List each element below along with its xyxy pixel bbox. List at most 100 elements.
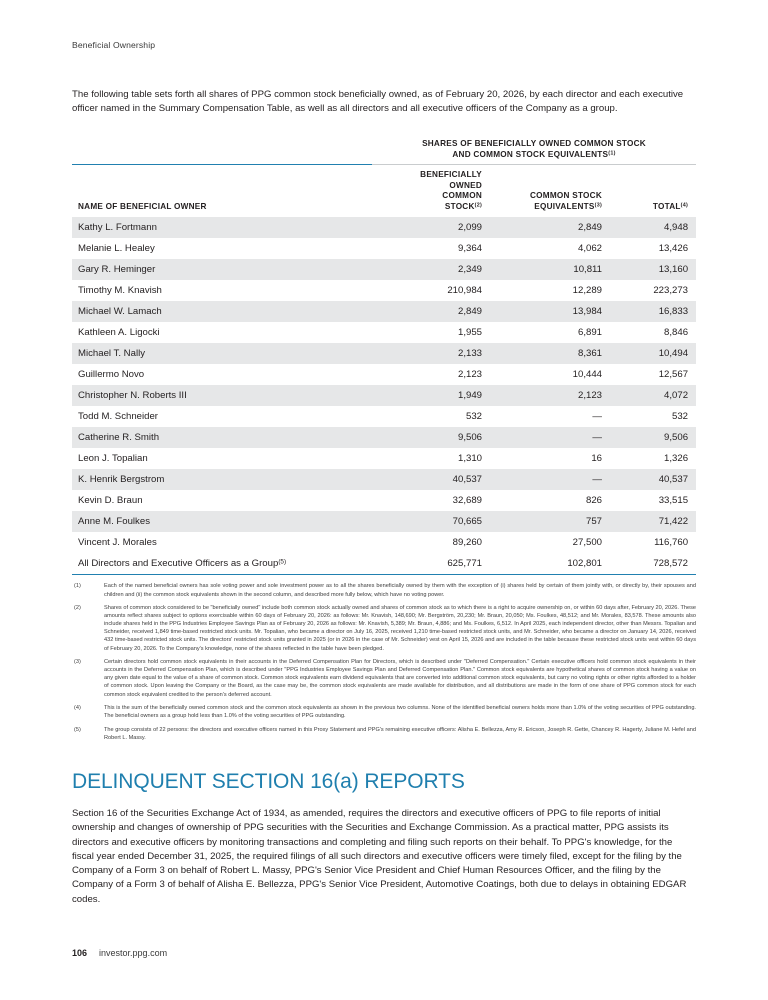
footnotes-list: (1) Each of the named beneficial owners h… (72, 582, 696, 742)
cell-owned: 532 (465, 410, 482, 422)
cell-equivalents: 16 (591, 452, 602, 464)
cell-owned: 40,537 (372, 469, 482, 491)
span-header-note: (1) (608, 151, 616, 158)
cell-total: 223,273 (653, 284, 689, 296)
cell-total: 9,506 (602, 427, 697, 449)
page-title: DELINQUENT SECTION 16(a) REPORTS (72, 770, 465, 793)
cell-total: 8,846 (664, 326, 689, 338)
span-header: SHARES OF BENEFICIALLY OWNED COMMON STOC… (372, 138, 697, 166)
group-label-note: (5) (278, 558, 287, 566)
cell-owner-name: Guillermo Novo (78, 368, 145, 380)
table-row: Todd M. Schneider 532 — 532 (72, 406, 696, 427)
col-header-owned-l1: BENEFICIALLY (420, 170, 482, 180)
span-header-line2: AND COMMON STOCK EQUIVALENTS (452, 150, 609, 160)
footnote: (1) Each of the named beneficial owners h… (72, 582, 696, 598)
page-content: The following table sets forth all share… (72, 88, 697, 917)
footnote-text: This is the sum of the beneficially owne… (104, 705, 696, 720)
footnote: (5) The group consists of 22 persons: the… (72, 726, 696, 742)
cell-equivalents: 4,062 (577, 242, 602, 254)
table-row: Guillermo Novo 2,123 10,444 12,567 (72, 364, 696, 385)
cell-owned: 1,955 (457, 326, 482, 338)
footnote-marker: (2) (74, 605, 81, 612)
col-header-equiv-l1: COMMON STOCK (530, 191, 602, 201)
cell-owned: 2,133 (372, 343, 482, 365)
footer-site: investor.ppg.com (99, 948, 168, 958)
footnote-text: Each of the named beneficial owners has … (104, 583, 696, 598)
cell-total: 4,948 (602, 217, 697, 239)
cell-owner-name: Timothy M. Knavish (78, 284, 162, 296)
table-row: Kathleen A. Ligocki 1,955 6,891 8,846 (72, 322, 696, 343)
cell-owner-name: Vincent J. Morales (78, 536, 157, 548)
cell-owned: 32,689 (452, 494, 482, 506)
table-row: Christopher N. Roberts III 1,949 2,123 4,07… (72, 385, 697, 407)
cell-owned: 210,984 (447, 284, 482, 296)
footnote-text: The group consists of 22 persons: the di… (104, 726, 696, 741)
cell-owner-name: Anne M. Foulkes (72, 511, 372, 533)
cell-equivalents: — (482, 427, 602, 449)
footnote: (2) Shares of common stock considered to … (72, 604, 696, 653)
table-row: Gary R. Heminger 2,349 10,811 13,160 (72, 259, 697, 281)
cell-equivalents: 8,361 (482, 343, 602, 365)
col-header-equiv-note: (3) (594, 202, 602, 209)
table-body: Kathy L. Fortmann 2,099 2,849 4,948 Melanie … (72, 217, 697, 576)
col-header-equivalents: COMMON STOCK EQUIVALENTS(3) (482, 164, 602, 218)
cell-group-label: All Directors and Executive Officers as … (72, 553, 372, 576)
cell-total: 1,326 (664, 452, 689, 464)
cell-group-owned: 625,771 (372, 553, 482, 576)
cell-total: 13,160 (602, 259, 697, 281)
col-header-total: TOTAL(4) (602, 164, 697, 218)
table-total-row: All Directors and Executive Officers as … (72, 553, 697, 576)
cell-owner-name: Michael T. Nally (72, 343, 372, 365)
cell-owned: 1,310 (457, 452, 482, 464)
intro-paragraph: The following table sets forth all share… (72, 89, 684, 115)
cell-owner-name: Christopher N. Roberts III (72, 385, 372, 407)
cell-owned: 1,949 (372, 385, 482, 407)
col-header-owned-l2: OWNED (449, 180, 482, 190)
table-row: Michael W. Lamach 2,849 13,984 16,833 (72, 301, 697, 323)
cell-total: 13,426 (658, 242, 689, 254)
col-header-owned-l3: COMMON (442, 191, 482, 201)
page-number: 106 (72, 948, 88, 958)
footnote: (3) Certain directors hold common stock e… (72, 658, 696, 698)
cell-total: 10,494 (602, 343, 697, 365)
section-body: Section 16 of the Securities Exchange Ac… (72, 808, 687, 905)
cell-equivalents: 826 (585, 494, 602, 506)
col-header-owned: BENEFICIALLY OWNED COMMON STOCK(2) (372, 164, 482, 218)
running-head: Beneficial Ownership (72, 40, 156, 50)
footnote: (4) This is the sum of the beneficially o… (72, 704, 696, 720)
cell-group-total: 728,572 (602, 553, 697, 576)
footnote-marker: (4) (74, 705, 81, 712)
table-column-header-row: NAME OF BENEFICIAL OWNER BENEFICIALLY OW… (72, 164, 697, 218)
cell-equivalents: 10,444 (572, 368, 602, 380)
cell-total: 12,567 (658, 368, 689, 380)
cell-owned: 2,349 (372, 259, 482, 281)
table-row: Michael T. Nally 2,133 8,361 10,494 (72, 343, 697, 365)
cell-equivalents: 6,891 (577, 326, 602, 338)
span-header-line1: SHARES OF BENEFICIALLY OWNED COMMON STOC… (422, 139, 646, 149)
cell-equivalents: 2,849 (482, 217, 602, 239)
cell-owned: 2,849 (372, 301, 482, 323)
col-header-equiv-l2: EQUIVALENTS (534, 201, 595, 211)
table-span-header-row: SHARES OF BENEFICIALLY OWNED COMMON STOC… (72, 138, 697, 166)
table-head: SHARES OF BENEFICIALLY OWNED COMMON STOC… (72, 138, 697, 218)
cell-owner-name: Melanie L. Healey (78, 242, 155, 254)
col-header-name: NAME OF BENEFICIAL OWNER (72, 164, 372, 218)
table-row: Kevin D. Braun 32,689 826 33,515 (72, 490, 696, 511)
table-row: Timothy M. Knavish 210,984 12,289 223,273 (72, 280, 696, 301)
table-row: Leon J. Topalian 1,310 16 1,326 (72, 448, 696, 469)
table-row: Anne M. Foulkes 70,665 757 71,422 (72, 511, 697, 533)
cell-total: 16,833 (602, 301, 697, 323)
col-header-total-note: (4) (680, 202, 689, 209)
cell-total: 40,537 (602, 469, 697, 491)
cell-equivalents: — (482, 469, 602, 491)
cell-equivalents: 12,289 (572, 284, 602, 296)
cell-owned: 2,123 (457, 368, 482, 380)
cell-owner-name: K. Henrik Bergstrom (72, 469, 372, 491)
cell-total: 532 (672, 410, 689, 422)
cell-total: 71,422 (602, 511, 697, 533)
cell-total: 4,072 (602, 385, 697, 407)
cell-equivalents: — (592, 410, 602, 422)
cell-owner-name: Michael W. Lamach (72, 301, 372, 323)
footnote-marker: (5) (74, 726, 81, 733)
